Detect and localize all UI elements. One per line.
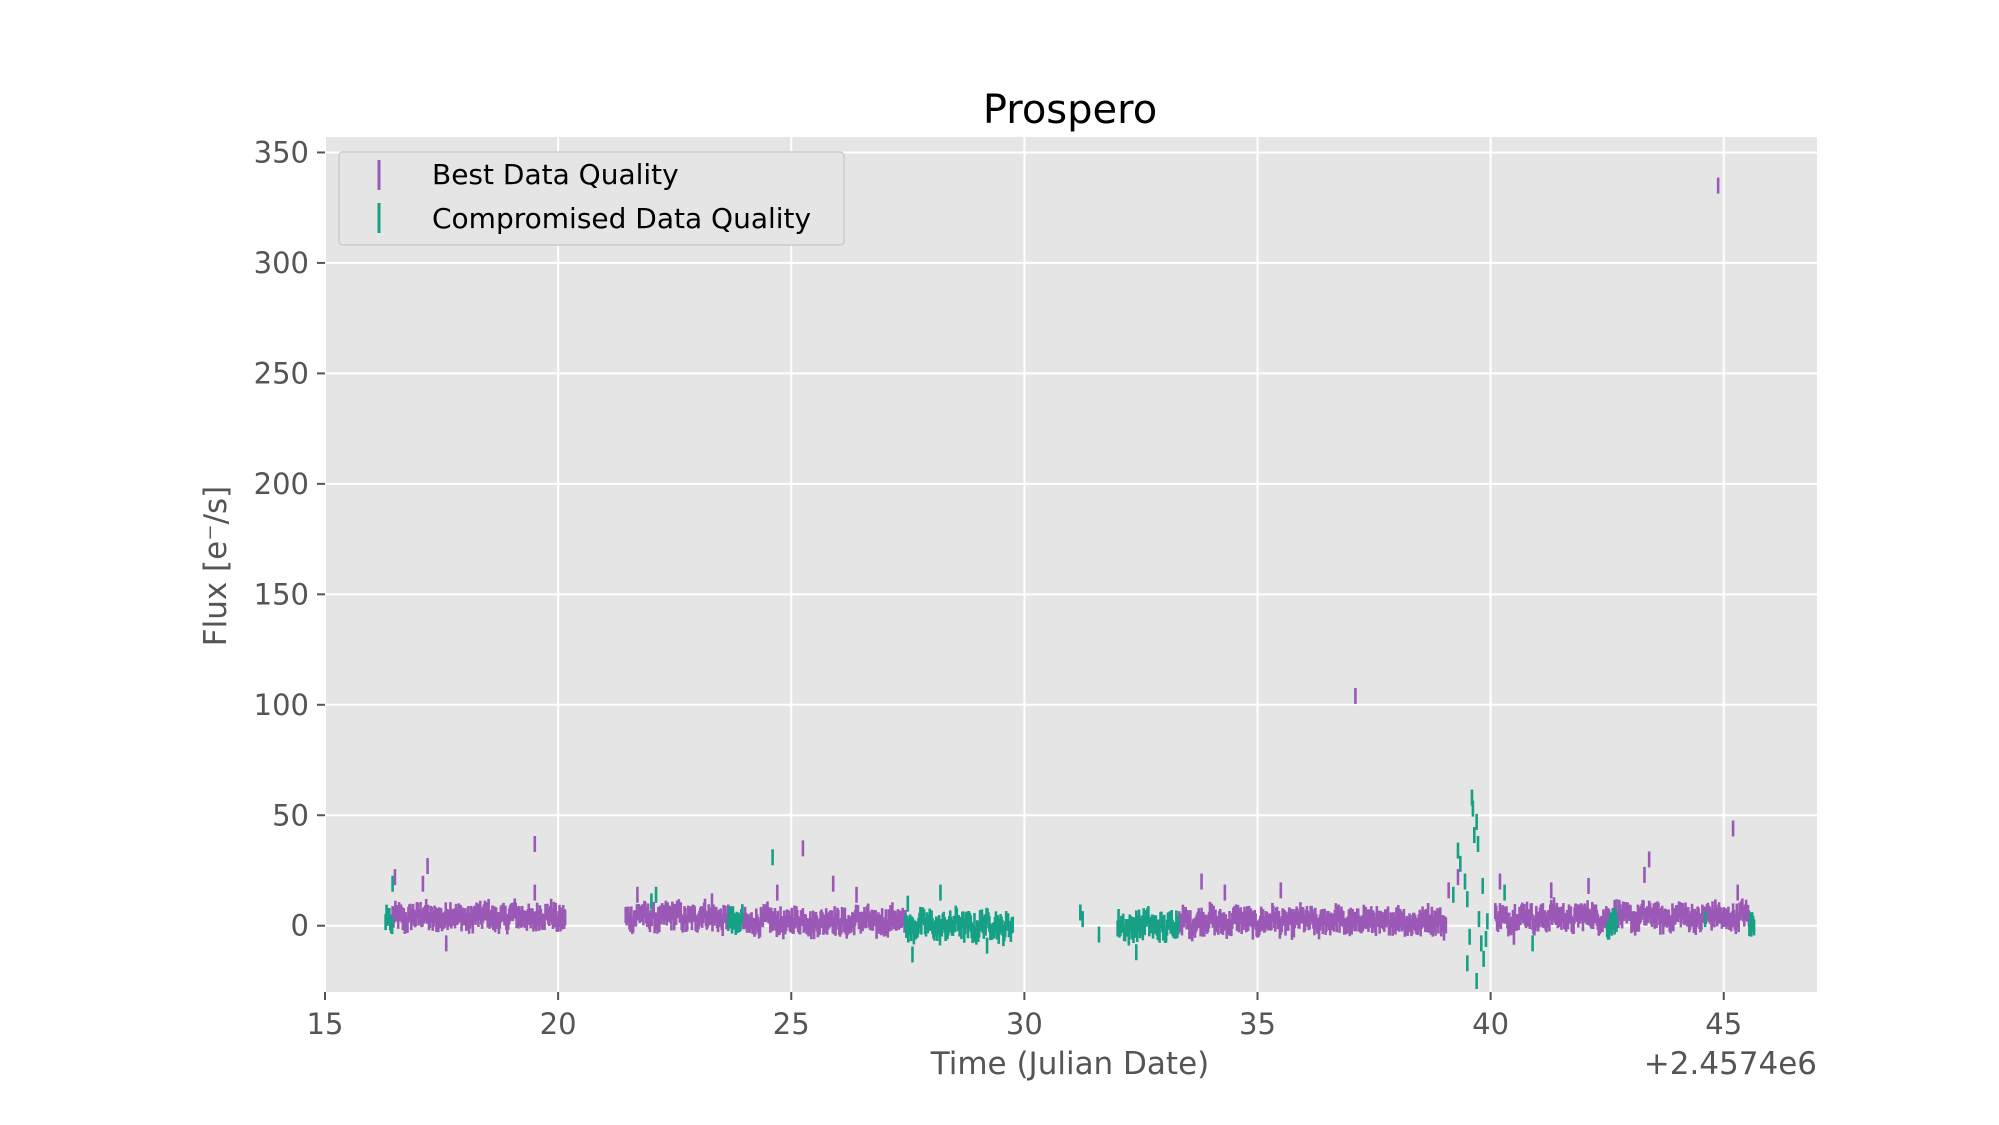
- y-tick-label: 250: [254, 356, 309, 390]
- x-tick-label: 15: [307, 1007, 344, 1041]
- x-axis-offset-label: +2.4574e6: [1644, 1046, 1817, 1082]
- grid: [324, 137, 1817, 992]
- legend-entry-best: Best Data Quality: [377, 158, 679, 191]
- x-tick-label: 30: [1006, 1007, 1043, 1041]
- y-tick-label: 50: [272, 798, 309, 832]
- y-tick-label: 200: [254, 467, 309, 501]
- y-tick-label: 300: [254, 246, 309, 280]
- plot-area: [325, 137, 1817, 992]
- axes: 15 20 25 30 35 40 45 0 50 100 150 200 250 300 350: [254, 135, 1743, 1041]
- y-tick-label: 100: [254, 688, 309, 722]
- series-best: [391, 177, 1751, 952]
- data-marks: [384, 177, 1756, 989]
- x-tick-label: 35: [1239, 1007, 1276, 1041]
- x-tick-label: 25: [773, 1007, 810, 1041]
- x-tick-label: 20: [540, 1007, 577, 1041]
- legend-box: [338, 151, 845, 246]
- chart-title: Prospero: [983, 87, 1157, 133]
- y-tick-label: 350: [254, 135, 309, 169]
- y-axis-label: Flux [e⁻/s]: [198, 486, 234, 647]
- series-compromised: [384, 789, 1756, 989]
- legend-entry-compromised: Compromised Data Quality: [377, 202, 811, 235]
- legend: Best Data Quality Compromised Data Quali…: [338, 151, 845, 246]
- y-tick-label: 0: [291, 909, 309, 943]
- legend-label-best: Best Data Quality: [432, 158, 679, 191]
- x-axis-label: Time (Julian Date): [930, 1046, 1210, 1082]
- x-tick-label: 45: [1705, 1007, 1742, 1041]
- x-tick-label: 40: [1472, 1007, 1509, 1041]
- legend-label-compromised: Compromised Data Quality: [432, 202, 811, 235]
- y-tick-label: 150: [254, 577, 309, 611]
